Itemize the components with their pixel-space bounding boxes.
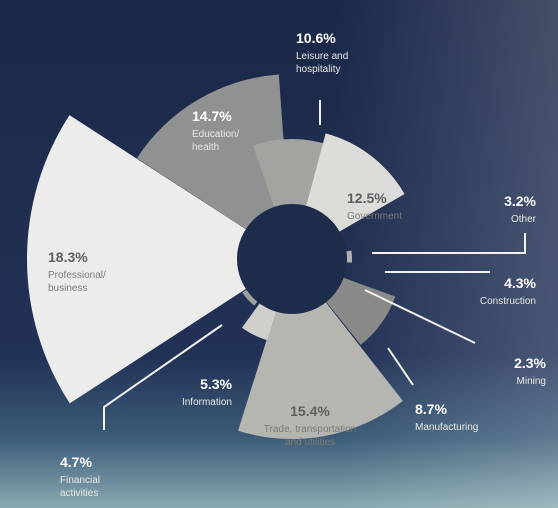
leader-line-financial-activities xyxy=(103,324,223,430)
leader-line-manufacturing xyxy=(387,347,414,386)
leader-line-mining xyxy=(364,289,476,344)
category-label-professional-business: Professional/ xyxy=(48,270,106,281)
category-label-trade-transportation-and-utilities: Trade, transportation xyxy=(264,424,356,435)
category-label-manufacturing: Manufacturing xyxy=(415,422,478,433)
category-label-education-health: Education/ xyxy=(192,129,239,140)
slice-professional-business xyxy=(26,115,293,404)
category-label-mining: Mining xyxy=(517,376,546,387)
category-label-leisure-and-hospitality-line-2: hospitality xyxy=(296,64,340,75)
data-label-financial-activities: 4.7% xyxy=(60,454,92,470)
center-hole xyxy=(237,204,347,314)
data-label-leisure-and-hospitality: 10.6% xyxy=(296,30,336,46)
data-label-construction: 4.3% xyxy=(504,275,536,291)
data-label-government: 12.5% xyxy=(347,190,387,206)
slice-leisure-and-hospitality xyxy=(252,139,332,259)
category-label-construction: Construction xyxy=(480,296,536,307)
data-label-manufacturing: 8.7% xyxy=(415,401,447,417)
category-label-other: Other xyxy=(511,214,537,225)
category-label-financial-activities-line-2: activities xyxy=(60,488,98,499)
data-label-other: 3.2% xyxy=(504,193,536,209)
category-label-leisure-and-hospitality: Leisure and xyxy=(296,51,348,62)
leader-line-other xyxy=(372,233,526,254)
category-label-professional-business-line-2: business xyxy=(48,283,87,294)
data-label-trade-transportation-and-utilities: 15.4% xyxy=(290,403,330,419)
category-label-information: Information xyxy=(182,397,232,408)
data-label-professional-business: 18.3% xyxy=(48,249,88,265)
data-label-mining: 2.3% xyxy=(514,355,546,371)
category-label-government: Government xyxy=(347,211,402,222)
data-label-information: 5.3% xyxy=(200,376,232,392)
category-label-financial-activities: Financial xyxy=(60,475,100,486)
category-label-trade-transportation-and-utilities-line-2: and utilities xyxy=(285,437,335,448)
category-label-education-health-line-2: health xyxy=(192,142,219,153)
slice-education-health xyxy=(136,74,292,259)
data-label-education-health: 14.7% xyxy=(192,108,232,124)
